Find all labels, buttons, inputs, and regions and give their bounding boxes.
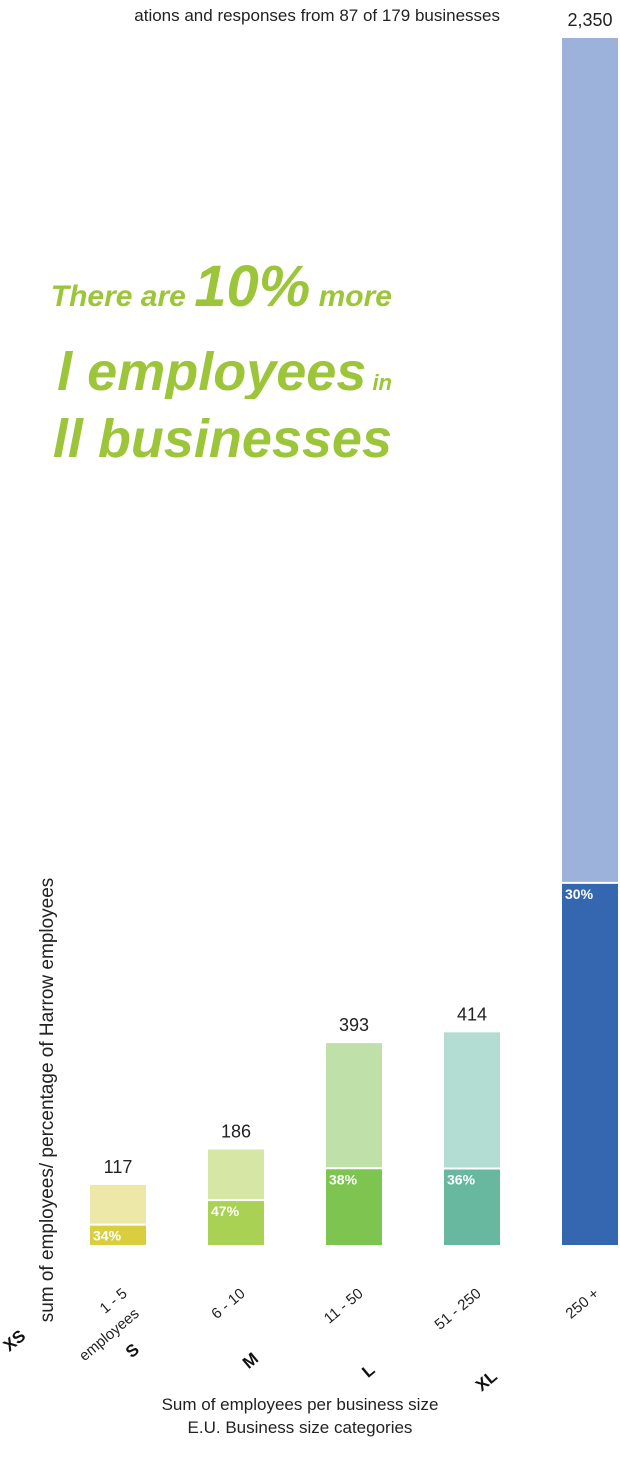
bar-share (90, 1224, 146, 1245)
x-tick-label: 11 - 50 (321, 1285, 367, 1327)
headline-line-3: ll businesses (52, 412, 392, 466)
x-axis-title-line-2: E.U. Business size categories (187, 1417, 413, 1437)
percentage-label: 38% (329, 1171, 358, 1187)
size-category-label: S (122, 1340, 143, 1362)
bar-share (326, 1168, 382, 1245)
bar-share (562, 882, 618, 1245)
percentage-label: 34% (93, 1228, 122, 1244)
x-axis-title-line-1: Sum of employees per business size (161, 1395, 439, 1414)
value-label: 117 (104, 1157, 133, 1177)
size-category-label: XL (472, 1367, 501, 1396)
headline-text: l employees (57, 345, 367, 399)
headline-text: There are (50, 280, 195, 313)
headline-highlight: 10% (194, 258, 311, 316)
headline-text-small: in (366, 370, 392, 395)
headline-line-1: There are 10% more (0, 258, 392, 316)
x-axis-title: Sum of employees per business size E.U. … (0, 1394, 620, 1440)
headline-text: more (310, 280, 392, 313)
value-label: 2,350 (567, 10, 612, 30)
size-category-label: XS (0, 1326, 29, 1355)
value-label: 186 (221, 1121, 251, 1141)
percentage-label: 30% (565, 886, 594, 902)
value-label: 393 (339, 1015, 369, 1035)
percentage-label: 36% (447, 1171, 476, 1187)
percentage-label: 47% (211, 1203, 240, 1219)
size-category-label: M (239, 1349, 262, 1373)
headline-line-2: l employees in (0, 345, 392, 399)
bar-share (208, 1200, 264, 1245)
x-tick-label: 51 - 250 (431, 1285, 484, 1333)
value-label: 414 (457, 1004, 487, 1024)
x-tick-label: 250 + (563, 1285, 603, 1323)
chart-subtitle: ations and responses from 87 of 179 busi… (134, 6, 500, 25)
x-tick-label: 6 - 10 (208, 1285, 248, 1323)
bar-share (444, 1168, 500, 1245)
size-category-label: L (358, 1360, 378, 1381)
